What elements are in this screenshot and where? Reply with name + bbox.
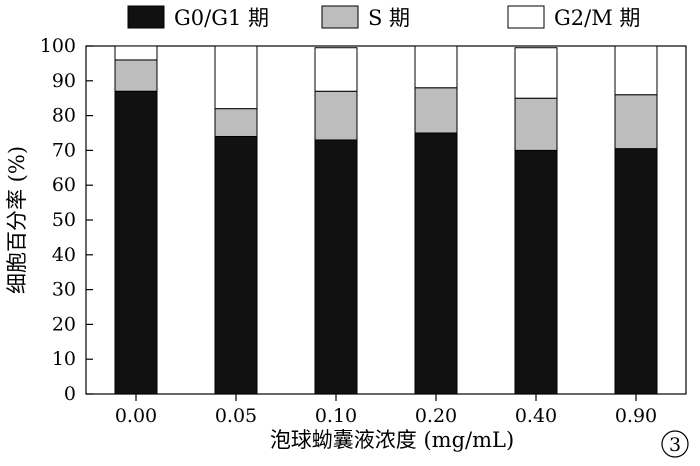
- bar-segment-0.40-series-0: [514, 149, 558, 395]
- bar-segment-0.40-series-1: [514, 97, 558, 151]
- bar-segment-0.40-series-2: [514, 47, 558, 99]
- bar-segment-0.90-series-0: [614, 148, 658, 395]
- bar-series-group: [114, 45, 658, 395]
- y-tick-label-20: 20: [52, 313, 76, 335]
- bar-segment-0.20-series-2: [414, 45, 458, 89]
- legend-swatch-0: [127, 5, 165, 29]
- x-tick-label-0.10: 0.10: [315, 405, 357, 427]
- x-tick-label-0.90: 0.90: [615, 405, 657, 427]
- y-tick-label-30: 30: [52, 279, 76, 301]
- bar-segment-0.20-series-0: [414, 132, 458, 395]
- x-tick-label-0.20: 0.20: [415, 405, 457, 427]
- bar-segment-0.90-series-2: [614, 45, 658, 96]
- x-tick-label-0.00: 0.00: [115, 405, 157, 427]
- legend-swatch-1: [321, 5, 359, 29]
- bar-segment-0.05-series-1: [214, 108, 258, 137]
- bar-segment-0.20-series-1: [414, 87, 458, 134]
- plot-area-frame: [85, 45, 687, 395]
- y-tick-label-0: 0: [64, 383, 76, 405]
- x-axis: 0.00 0.05 0.10 0.20 0.40 0.90: [115, 394, 657, 427]
- legend-label-1: S 期: [368, 6, 410, 30]
- bar-segment-0.00-series-0: [114, 90, 158, 395]
- bar-segment-0.05-series-2: [214, 45, 258, 110]
- bar-segment-0.10-series-0: [314, 139, 358, 395]
- y-axis-title: 细胞百分率 (%): [5, 146, 29, 294]
- x-tick-label-0.40: 0.40: [515, 405, 557, 427]
- y-tick-label-40: 40: [52, 244, 76, 266]
- y-tick-label-60: 60: [52, 174, 76, 196]
- y-tick-label-90: 90: [52, 70, 76, 92]
- legend-label-2: G2/M 期: [554, 6, 640, 30]
- y-tick-label-100: 100: [40, 35, 76, 57]
- y-axis: 0 10 20 30 40 50 60 70 80 90 100: [40, 35, 93, 405]
- y-tick-label-80: 80: [52, 105, 76, 127]
- panel-label-text: 3: [669, 434, 681, 456]
- legend-label-0: G0/G1 期: [174, 6, 269, 30]
- bar-segment-0.10-series-1: [314, 90, 358, 141]
- panel-label-circle: [661, 430, 689, 458]
- legend: G0/G1 期 S 期 G2/M 期: [127, 5, 640, 30]
- bar-segment-0.90-series-1: [614, 94, 658, 150]
- bar-segment-0.10-series-2: [314, 47, 358, 92]
- panel-label: 3: [661, 430, 689, 458]
- y-tick-label-70: 70: [52, 139, 76, 161]
- x-axis-title: 泡球蚴囊液浓度 (mg/mL): [270, 428, 514, 452]
- bar-segment-0.00-series-2: [114, 45, 158, 61]
- y-tick-label-10: 10: [52, 348, 76, 370]
- x-tick-label-0.05: 0.05: [215, 405, 257, 427]
- bar-segment-0.05-series-0: [214, 135, 258, 395]
- y-tick-label-50: 50: [52, 209, 76, 231]
- bar-segment-0.00-series-1: [114, 59, 158, 92]
- legend-swatch-2: [507, 5, 545, 29]
